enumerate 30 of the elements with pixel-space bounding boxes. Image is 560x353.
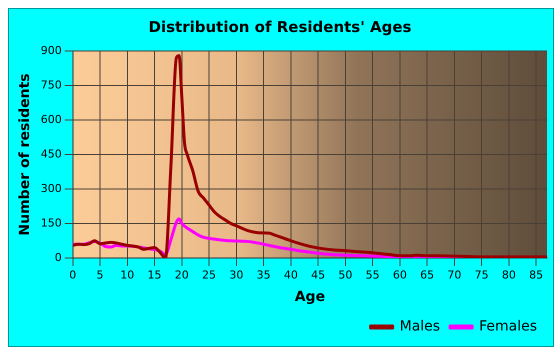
x-tick-label: 45 bbox=[311, 268, 326, 282]
x-tick-label: 35 bbox=[256, 268, 271, 282]
legend-label: Females bbox=[479, 318, 538, 335]
y-tick-label: 150 bbox=[40, 216, 62, 230]
y-tick-label: 450 bbox=[40, 147, 62, 160]
x-axis-title: Age bbox=[294, 289, 326, 306]
x-tick-label: 25 bbox=[202, 268, 216, 282]
x-tick-label: 50 bbox=[338, 268, 352, 282]
legend-label: Males bbox=[400, 318, 440, 335]
y-tick-label: 0 bbox=[54, 250, 62, 264]
x-tick-label: 70 bbox=[447, 268, 462, 282]
y-tick-label: 600 bbox=[40, 112, 62, 126]
y-tick-label: 900 bbox=[40, 44, 62, 57]
x-tick-label: 0 bbox=[69, 268, 76, 282]
x-tick-label: 20 bbox=[174, 268, 189, 282]
x-tick-label: 10 bbox=[120, 268, 134, 282]
x-tick-label: 80 bbox=[502, 268, 516, 282]
x-tick-label: 60 bbox=[392, 268, 407, 282]
x-tick-label: 55 bbox=[366, 268, 380, 282]
x-tick-label: 15 bbox=[148, 268, 162, 282]
x-tick-label: 65 bbox=[420, 268, 434, 282]
y-axis-title: Number of residents bbox=[17, 73, 34, 236]
y-tick-label: 300 bbox=[40, 182, 62, 195]
y-tick-label: 750 bbox=[40, 78, 62, 92]
x-tick-label: 85 bbox=[529, 268, 544, 282]
x-tick-label: 40 bbox=[284, 268, 298, 282]
x-tick-label: 5 bbox=[96, 268, 104, 282]
chart-title: Distribution of Residents' Ages bbox=[148, 18, 412, 36]
x-tick-label: 75 bbox=[474, 268, 489, 282]
x-tick-label: 30 bbox=[229, 268, 244, 282]
